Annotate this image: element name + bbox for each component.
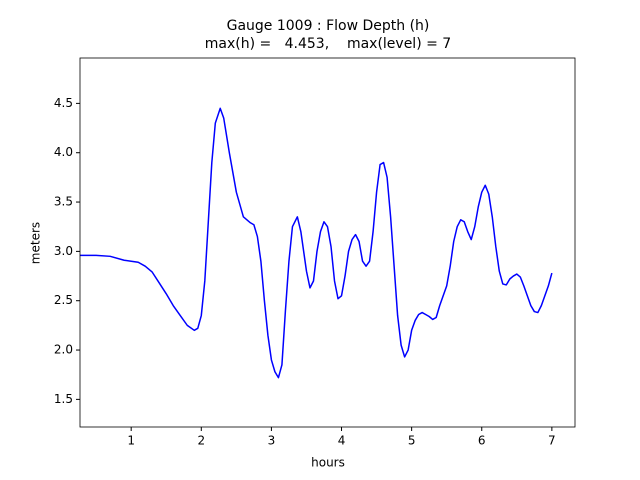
y-tick-label: 3.0	[54, 244, 73, 258]
chart-subtitle: max(h) = 4.453, max(level) = 7	[205, 36, 451, 52]
y-tick-label: 3.5	[54, 195, 73, 209]
y-tick-label: 4.0	[54, 145, 73, 159]
x-tick-label: 7	[548, 434, 556, 448]
x-tick-label: 3	[268, 434, 276, 448]
x-tick-label: 4	[338, 434, 346, 448]
y-tick-label: 4.5	[54, 96, 73, 110]
x-tick-label: 6	[478, 434, 486, 448]
chart-title: Gauge 1009 : Flow Depth (h)	[227, 18, 430, 34]
x-tick-label: 5	[408, 434, 416, 448]
y-tick-label: 1.5	[54, 392, 73, 406]
y-tick-label: 2.5	[54, 293, 73, 307]
y-tick-label: 2.0	[54, 343, 73, 357]
plot-frame	[79, 57, 576, 428]
x-tick-label: 2	[197, 434, 205, 448]
y-axis-label: meters	[29, 222, 43, 264]
x-tick-label: 1	[127, 434, 135, 448]
data-line	[80, 107, 553, 379]
x-axis-label: hours	[311, 456, 345, 470]
